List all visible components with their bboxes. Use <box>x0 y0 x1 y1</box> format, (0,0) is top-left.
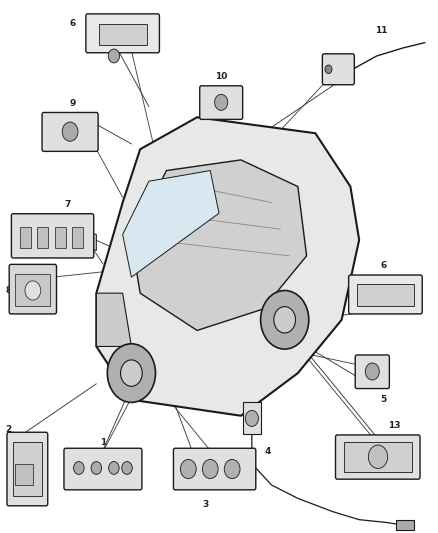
FancyBboxPatch shape <box>42 112 98 151</box>
Circle shape <box>25 281 41 300</box>
FancyBboxPatch shape <box>355 355 389 389</box>
Text: 3: 3 <box>203 500 209 509</box>
Circle shape <box>108 49 120 63</box>
Text: 10: 10 <box>215 72 227 81</box>
Text: 9: 9 <box>69 99 75 108</box>
FancyBboxPatch shape <box>9 264 57 314</box>
Circle shape <box>365 363 379 380</box>
Circle shape <box>368 445 388 469</box>
Polygon shape <box>79 229 96 251</box>
Circle shape <box>91 462 102 474</box>
FancyBboxPatch shape <box>64 448 142 490</box>
Bar <box>55 227 66 248</box>
Polygon shape <box>131 160 307 330</box>
Circle shape <box>62 122 78 141</box>
Bar <box>344 442 412 472</box>
Text: 7: 7 <box>65 200 71 209</box>
Bar <box>13 442 42 496</box>
Bar <box>99 24 147 45</box>
Text: 5: 5 <box>380 395 386 405</box>
Text: 6: 6 <box>69 20 75 28</box>
Polygon shape <box>96 117 359 416</box>
Bar <box>72 227 83 248</box>
Circle shape <box>245 410 258 426</box>
Text: 2: 2 <box>5 425 11 433</box>
Circle shape <box>74 462 84 474</box>
Circle shape <box>215 94 228 110</box>
Text: 11: 11 <box>375 26 387 35</box>
FancyBboxPatch shape <box>11 214 94 258</box>
Circle shape <box>122 462 132 474</box>
Circle shape <box>202 459 218 479</box>
FancyBboxPatch shape <box>322 54 354 85</box>
Circle shape <box>180 459 196 479</box>
Circle shape <box>261 290 309 349</box>
Circle shape <box>224 459 240 479</box>
Text: 4: 4 <box>265 447 272 456</box>
Text: 1: 1 <box>100 438 106 447</box>
Polygon shape <box>96 293 131 346</box>
Text: 8: 8 <box>6 286 12 295</box>
Bar <box>20 227 31 248</box>
FancyBboxPatch shape <box>86 14 159 53</box>
Circle shape <box>109 462 119 474</box>
FancyBboxPatch shape <box>349 275 422 314</box>
Circle shape <box>120 360 142 386</box>
FancyBboxPatch shape <box>7 432 48 506</box>
Circle shape <box>274 306 296 333</box>
Bar <box>37 227 48 248</box>
Bar <box>357 284 414 306</box>
Bar <box>15 274 50 306</box>
Text: 6: 6 <box>380 261 386 270</box>
FancyBboxPatch shape <box>200 86 243 119</box>
Bar <box>243 402 261 434</box>
Bar <box>15 464 33 485</box>
Circle shape <box>107 344 155 402</box>
Bar <box>396 520 414 530</box>
Circle shape <box>325 65 332 74</box>
Text: 13: 13 <box>388 421 400 430</box>
FancyBboxPatch shape <box>336 435 420 479</box>
FancyBboxPatch shape <box>173 448 256 490</box>
Polygon shape <box>123 171 219 277</box>
